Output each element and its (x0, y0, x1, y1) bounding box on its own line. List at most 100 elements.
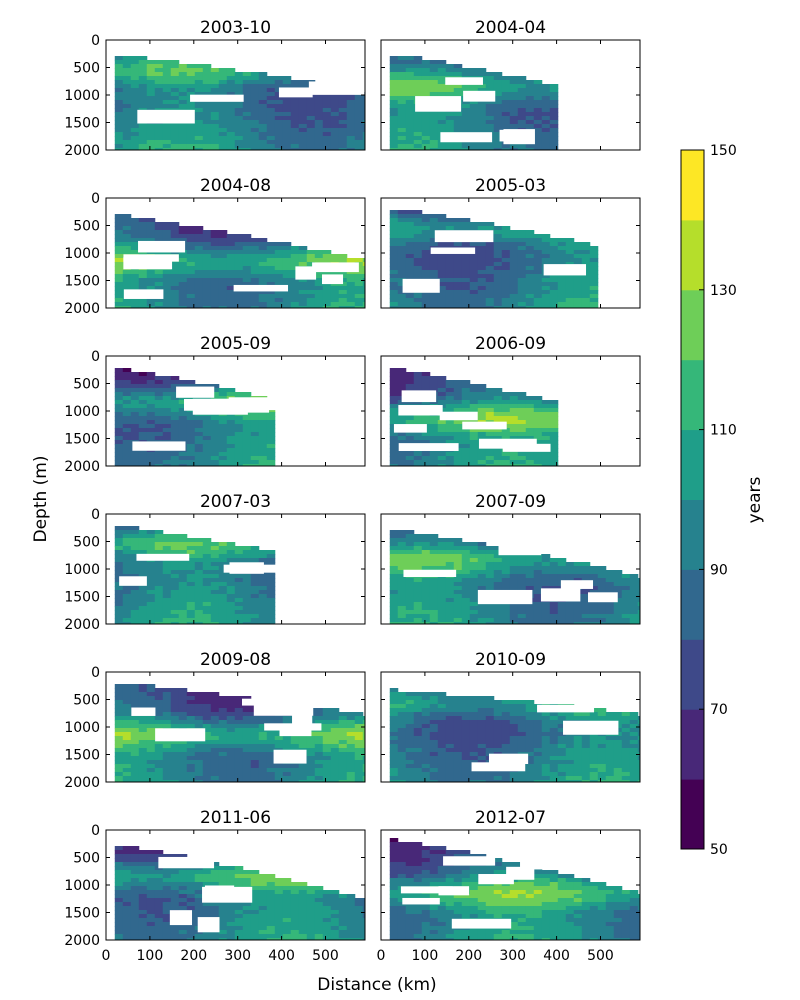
colorbar-segment (681, 219, 704, 291)
panel-2010-09: 2010-09 (380, 650, 641, 783)
y-tick-label: 500 (73, 219, 100, 235)
colorbar-tick-label: 110 (710, 423, 737, 439)
panel-title: 2005-09 (200, 334, 271, 354)
y-tick-label: 500 (73, 535, 100, 551)
contour-field (114, 214, 365, 308)
colorbar-segment (681, 150, 704, 221)
panel-2007-03: 2007-03 0 500 1000 1500 2000 (64, 492, 366, 633)
y-tick-label: 1000 (64, 720, 100, 736)
panel-2006-09: 2006-09 (380, 334, 641, 467)
contour-field (389, 56, 559, 150)
y-tick-label: 1500 (64, 432, 100, 448)
panel-2004-04: 2004-04 (380, 18, 641, 151)
panels: 2003-1005001000150020002004-042004-08050… (64, 18, 641, 964)
colorbar-label: years (745, 476, 765, 523)
contour-field (389, 530, 640, 624)
contour-field (389, 210, 599, 308)
x-tick-label: 500 (312, 948, 339, 964)
panel-2011-06: 2011-06 0 100 200 300 400 500 0 500 1000 1500 2000 (64, 808, 366, 964)
y-tick-label: 0 (91, 349, 100, 365)
panel-2007-09: 2007-09 (380, 492, 641, 625)
panel-title: 2006-09 (475, 334, 546, 354)
colorbar-segment (681, 359, 704, 431)
y-tick-label: 1500 (64, 590, 100, 606)
contour-field (389, 688, 640, 782)
colorbar-segment (681, 639, 704, 710)
colorbar-segment (681, 429, 704, 500)
y-tick-label: 0 (91, 823, 100, 839)
colorbar-segment (681, 499, 704, 570)
panel-2003-10: 2003-10 0 500 1000 1500 2000 (64, 18, 366, 159)
x-tick-label: 300 (499, 948, 526, 964)
y-tick-label: 2000 (64, 775, 100, 791)
y-tick-label: 1000 (64, 404, 100, 420)
contour-field (114, 368, 279, 466)
y-tick-label: 1500 (64, 274, 100, 290)
y-tick-label: 1000 (64, 562, 100, 578)
y-tick-label: 2000 (64, 143, 100, 159)
x-tick-label: 300 (224, 948, 251, 964)
x-tick-label: 200 (180, 948, 207, 964)
x-axis-label: Distance (km) (317, 975, 436, 995)
y-tick-label: 1500 (64, 748, 100, 764)
y-tick-label: 500 (73, 693, 100, 709)
panel-title: 2009-08 (200, 650, 271, 670)
y-tick-label: 1000 (64, 246, 100, 262)
colorbar-segment (681, 569, 704, 640)
x-tick-label: 100 (137, 948, 164, 964)
panel-title: 2007-03 (200, 492, 271, 512)
panel-title: 2012-07 (475, 808, 546, 828)
colorbar-segment (681, 709, 704, 780)
y-tick-label: 1500 (64, 116, 100, 132)
colorbar-tick-label: 90 (710, 562, 728, 578)
colorbar-segment (681, 779, 704, 850)
colorbar-tick-label: 150 (710, 143, 737, 159)
y-tick-label: 0 (91, 665, 100, 681)
contour-field (114, 526, 282, 624)
x-tick-label: 400 (268, 948, 295, 964)
y-tick-label: 1000 (64, 88, 100, 104)
colorbar: 50 70 90 110 130 150 years (680, 143, 765, 858)
contour-field (389, 838, 640, 940)
y-tick-label: 2000 (64, 459, 100, 475)
y-tick-label: 1000 (64, 878, 100, 894)
y-tick-label: 2000 (64, 933, 100, 949)
x-tick-label: 500 (587, 948, 614, 964)
panel-title: 2003-10 (200, 18, 271, 38)
panel-2005-09: 2005-09 0 500 1000 1500 2000 (64, 334, 366, 475)
y-tick-label: 0 (91, 191, 100, 207)
y-tick-label: 500 (73, 61, 100, 77)
y-tick-label: 2000 (64, 617, 100, 633)
x-tick-label: 0 (102, 948, 111, 964)
colorbar-segment (681, 289, 704, 361)
panel-title: 2010-09 (475, 650, 546, 670)
panel-title: 2007-09 (475, 492, 546, 512)
contour-field (389, 368, 559, 466)
y-tick-label: 2000 (64, 301, 100, 317)
panel-2012-07: 2012-07 0 100 200 300 400 500 (377, 808, 641, 964)
contour-field (114, 684, 365, 782)
x-tick-label: 0 (377, 948, 386, 964)
panel-2004-08: 2004-08 0 500 1000 1500 2000 (64, 176, 366, 317)
contour-field (114, 56, 365, 150)
y-tick-label: 1500 (64, 906, 100, 922)
colorbar-tick-label: 130 (710, 283, 737, 299)
colorbar-tick-label: 50 (710, 842, 728, 858)
y-tick-label: 0 (91, 33, 100, 49)
y-axis-label: Depth (m) (31, 455, 51, 542)
panel-2009-08: 2009-08 0 500 1000 1500 2000 (64, 650, 366, 791)
y-tick-label: 500 (73, 851, 100, 867)
contour-field (114, 846, 365, 940)
panel-title: 2004-04 (475, 18, 546, 38)
y-tick-label: 500 (73, 377, 100, 393)
x-tick-label: 200 (455, 948, 482, 964)
panel-title: 2005-03 (475, 176, 546, 196)
panel-2005-03: 2005-03 (380, 176, 641, 309)
colorbar-tick-label: 70 (710, 702, 728, 718)
colorbar-frame (680, 149, 705, 850)
panel-title: 2011-06 (200, 808, 271, 828)
y-tick-label: 0 (91, 507, 100, 523)
x-tick-label: 400 (543, 948, 570, 964)
panel-title: 2004-08 (200, 176, 271, 196)
